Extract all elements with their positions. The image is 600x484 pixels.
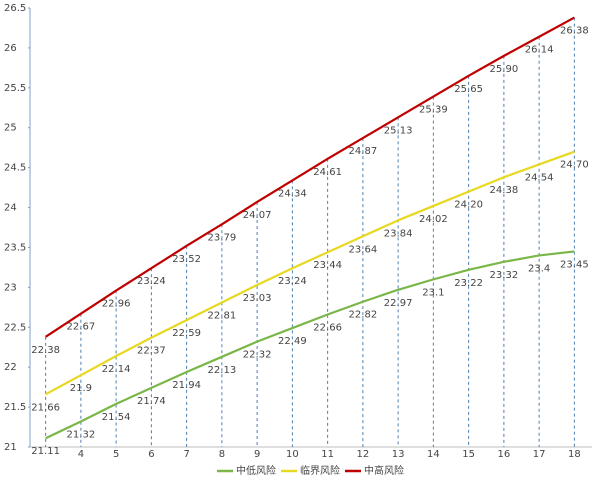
value-label: 23.1: [422, 287, 444, 298]
legend-label: 中高风险: [364, 464, 404, 477]
value-label: 22.49: [278, 336, 307, 347]
value-label: 24.02: [419, 214, 448, 225]
value-label: 24.61: [313, 167, 342, 178]
value-label: 22.81: [208, 311, 237, 322]
y-tick-label: 26: [4, 43, 17, 54]
value-label: 24.87: [349, 146, 378, 157]
value-label: 23.22: [454, 278, 483, 289]
value-label: 25.13: [384, 125, 413, 136]
x-tick-label: 11: [321, 449, 334, 460]
value-label: 21.11: [31, 446, 60, 457]
value-label: 22.97: [384, 298, 413, 309]
value-label: 24.54: [525, 172, 554, 183]
value-label: 22.14: [102, 364, 131, 375]
x-tick-label: 17: [533, 449, 546, 460]
x-tick-label: 7: [183, 449, 189, 460]
y-tick-label: 21: [4, 442, 17, 453]
value-label: 22.82: [349, 310, 378, 321]
value-label: 23.64: [349, 244, 378, 255]
x-tick-label: 12: [357, 449, 370, 460]
value-label: 26.38: [560, 26, 589, 37]
value-label: 23.45: [560, 259, 589, 270]
x-tick-label: 14: [427, 449, 440, 460]
value-label: 21.74: [137, 396, 166, 407]
value-label: 24.38: [490, 185, 519, 196]
value-label: 21.94: [172, 380, 201, 391]
y-tick-label: 22: [4, 362, 17, 373]
value-label: 23.32: [490, 270, 519, 281]
value-label: 24.07: [243, 210, 272, 221]
x-tick-label: 4: [78, 449, 84, 460]
x-tick-label: 9: [254, 449, 260, 460]
value-label: 25.65: [454, 84, 483, 95]
x-tick-label: 5: [113, 449, 119, 460]
x-tick-label: 13: [392, 449, 405, 460]
x-tick-label: 6: [148, 449, 154, 460]
value-label: 21.32: [67, 429, 96, 440]
value-label: 23.84: [384, 228, 413, 239]
x-tick-label: 15: [462, 449, 475, 460]
y-tick-label: 25.5: [4, 83, 26, 94]
x-tick-label: 16: [498, 449, 511, 460]
value-label: 23.24: [278, 276, 307, 287]
value-label: 21.66: [31, 402, 60, 413]
x-tick-label: 18: [568, 449, 581, 460]
value-label: 23.44: [313, 260, 342, 271]
legend-label: 中低风险: [236, 464, 276, 477]
value-label: 23.52: [172, 254, 201, 265]
series-line: [45, 16, 575, 338]
value-label: 22.13: [208, 365, 237, 376]
legend-label: 临界风险: [300, 464, 340, 477]
series-line: [45, 250, 575, 440]
value-label: 23.03: [243, 293, 272, 304]
value-label: 22.67: [67, 322, 96, 333]
y-tick-label: 22.5: [4, 322, 26, 333]
value-label: 26.14: [525, 45, 554, 56]
value-label: 22.96: [102, 299, 131, 310]
value-label: 22.37: [137, 346, 166, 357]
value-label: 23.24: [137, 276, 166, 287]
value-label: 25.39: [419, 105, 448, 116]
value-label: 21.9: [70, 383, 92, 394]
value-label: 24.70: [560, 160, 589, 171]
x-tick-label: 10: [286, 449, 299, 460]
y-tick-label: 24: [4, 203, 17, 214]
series-line: [45, 150, 575, 396]
y-tick-label: 25: [4, 123, 17, 134]
y-tick-label: 21.5: [4, 402, 26, 413]
value-label: 22.32: [243, 350, 272, 361]
y-tick-label: 23.5: [4, 242, 26, 253]
value-label: 24.20: [454, 200, 483, 211]
value-label: 22.59: [172, 328, 201, 339]
value-label: 22.66: [313, 323, 342, 334]
x-tick-label: 8: [219, 449, 225, 460]
value-label: 25.90: [490, 64, 519, 75]
value-label: 23.79: [208, 232, 237, 243]
value-label: 22.38: [31, 345, 60, 356]
value-label: 24.34: [278, 188, 307, 199]
y-tick-label: 26.5: [4, 3, 26, 14]
value-label: 21.54: [102, 412, 131, 423]
y-tick-label: 24.5: [4, 163, 26, 174]
value-label: 23.4: [528, 263, 550, 274]
y-tick-label: 23: [4, 282, 17, 293]
